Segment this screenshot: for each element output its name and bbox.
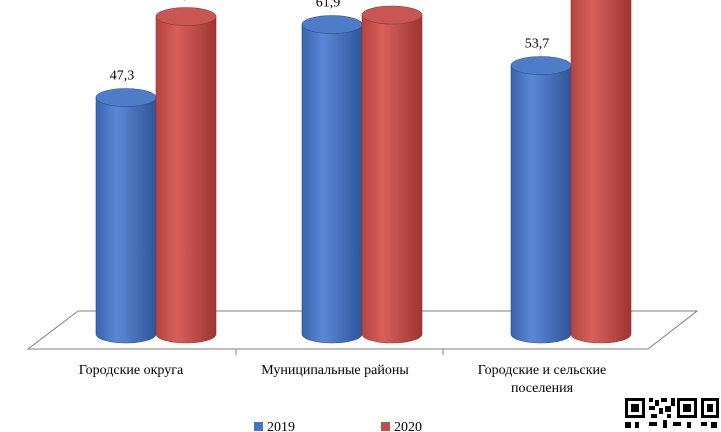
category-label: поселения xyxy=(511,381,574,396)
bar-2019-2 xyxy=(510,56,572,344)
bar-2019-1 xyxy=(301,15,363,344)
qr-code-icon xyxy=(623,396,721,432)
bar-top xyxy=(510,56,572,75)
bar-body xyxy=(301,24,363,344)
legend-swatch-2019 xyxy=(254,422,263,431)
category-labels-layer: Городские округа Муниципальные районы Горо… xyxy=(79,363,606,396)
legend-label-2019: 2019 xyxy=(267,420,295,432)
bar-top xyxy=(95,88,157,107)
bar-body xyxy=(95,97,157,344)
bar-2020-0 xyxy=(155,7,217,344)
value-label: 47,3 xyxy=(110,69,135,84)
bar-top xyxy=(155,7,217,26)
value-label: 53,7 xyxy=(525,37,550,52)
bar-top xyxy=(361,5,423,25)
value-label: 63,8 xyxy=(376,0,401,1)
legend: 2019 2020 xyxy=(254,420,422,432)
category-label: Городские и сельские xyxy=(478,363,607,378)
category-label: Городские округа xyxy=(79,363,184,378)
bars-layer xyxy=(95,0,632,344)
bar-body xyxy=(155,16,217,344)
bar-top xyxy=(301,15,363,34)
value-label: 61,9 xyxy=(316,0,341,11)
value-labels-layer: 47,363,561,963,853,769,8 xyxy=(110,0,550,84)
bar-2020-1 xyxy=(361,5,423,344)
value-label: 63,5 xyxy=(170,0,195,3)
bar-body xyxy=(510,65,572,344)
bar-2019-0 xyxy=(95,88,157,344)
category-label: Муниципальные районы xyxy=(261,363,409,378)
legend-label-2020: 2020 xyxy=(394,420,422,432)
bar-2020-2 xyxy=(570,0,632,344)
bar-body xyxy=(361,14,423,344)
legend-swatch-2020 xyxy=(381,422,390,431)
bar-body xyxy=(570,0,632,344)
